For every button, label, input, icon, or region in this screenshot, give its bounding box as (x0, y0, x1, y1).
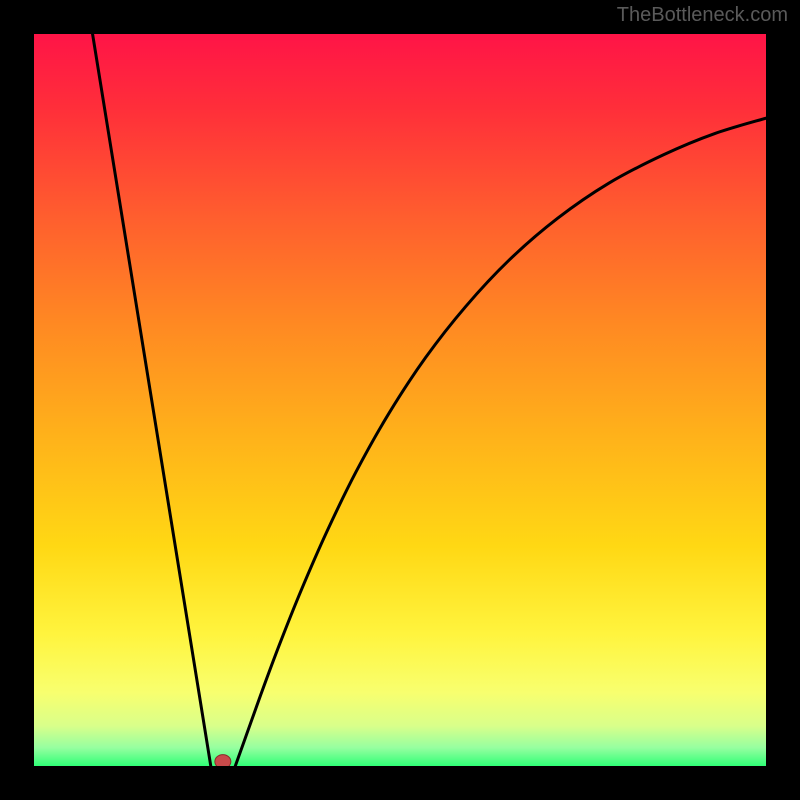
watermark-text: TheBottleneck.com (617, 4, 788, 27)
plot-background (34, 34, 766, 766)
bottleneck-chart (0, 0, 800, 800)
sweet-spot-marker (215, 755, 231, 769)
